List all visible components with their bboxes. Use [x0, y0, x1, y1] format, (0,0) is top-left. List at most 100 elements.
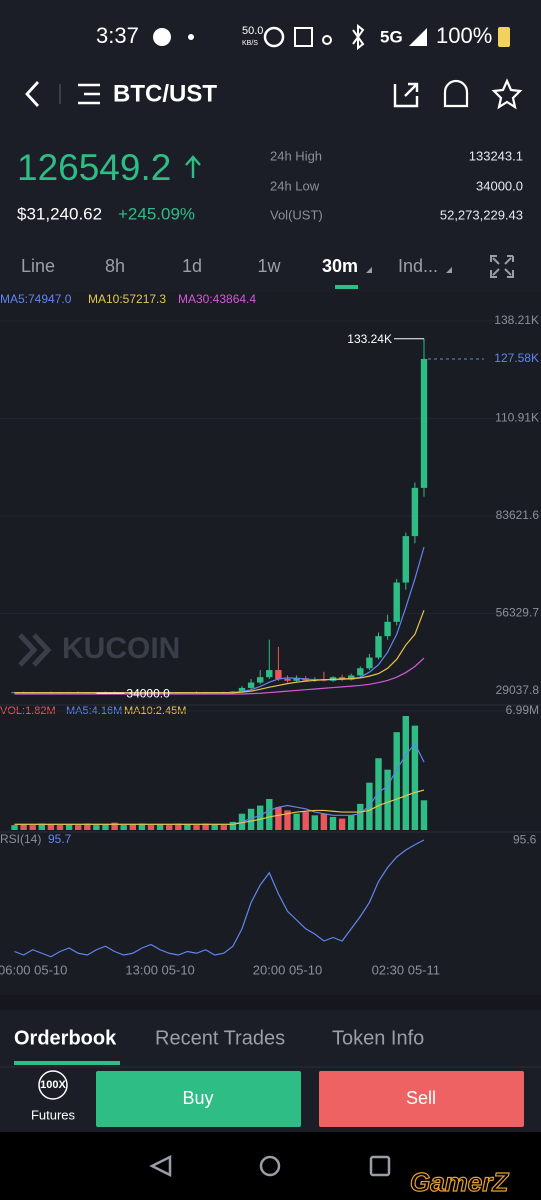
dropdown-icon [366, 267, 372, 273]
ma-legend: MA10:57217.3 [88, 292, 166, 306]
separator [0, 995, 541, 1010]
futures-badge[interactable]: 100X [40, 1079, 66, 1091]
price-change: +245.09% [118, 204, 195, 223]
bottom-tab-underline [14, 1061, 120, 1065]
volume-bar [93, 825, 100, 830]
rsi-legend: RSI(14) [0, 832, 41, 846]
volume-bar [420, 800, 428, 830]
indicator-tab[interactable]: Ind... [398, 256, 438, 276]
high-value: 133243.1 [469, 148, 523, 163]
volume-bar [384, 769, 391, 830]
y-tick-label: 83621.6 [496, 508, 540, 522]
volume-bar [65, 824, 73, 830]
fullscreen-button[interactable] [490, 255, 514, 278]
volume-bar [348, 815, 355, 830]
volume-bar [311, 815, 318, 830]
nav-recents[interactable] [369, 1155, 391, 1177]
candle-body [257, 677, 264, 683]
volume-bar [284, 810, 291, 830]
chart-area [0, 292, 541, 995]
favorite-button[interactable] [491, 78, 523, 110]
volume-bar [166, 825, 173, 830]
rsi-tick-label: 95.6 [513, 832, 537, 846]
buy-button[interactable] [96, 1071, 301, 1127]
bottom-tab[interactable]: Token Info [332, 1027, 424, 1049]
share-button[interactable] [393, 82, 419, 108]
bottom-tab[interactable]: Recent Trades [155, 1027, 285, 1049]
alarm-icon [263, 26, 285, 48]
interval-tab[interactable]: 1w [257, 256, 281, 276]
nav-home[interactable] [259, 1155, 281, 1177]
volume-bar [247, 808, 255, 830]
bottom-tab-active[interactable]: Orderbook [14, 1027, 117, 1049]
active-tab-underline [335, 285, 358, 289]
last-price-label: 127.58K [494, 351, 539, 365]
status-speed: 50.0 [242, 25, 263, 37]
volume-bar [366, 782, 373, 830]
last-price: 126549.2 [17, 147, 171, 188]
interval-tab-active[interactable]: 30m [322, 256, 358, 276]
volume-bar [320, 813, 328, 830]
volume-bar [120, 825, 127, 830]
sell-button[interactable] [319, 1071, 524, 1127]
status-battery: 100% [436, 23, 492, 48]
candle-body [247, 682, 255, 688]
status-network: 5G [380, 27, 403, 46]
pair-title[interactable]: BTC/UST [113, 80, 217, 107]
low-value: 34000.0 [476, 178, 523, 193]
volume-bar [266, 799, 273, 830]
rsi-value: 95.7 [48, 832, 72, 846]
futures-icon[interactable] [38, 1070, 68, 1100]
volume-bar [411, 725, 419, 830]
y-tick-label: 110.91K [495, 411, 539, 425]
x-tick-label: 02:30 05-11 [372, 962, 440, 977]
volume-bar [193, 825, 200, 830]
volume-bar [211, 824, 218, 830]
battery-icon [498, 27, 510, 47]
volume-bar [29, 825, 36, 830]
volume-bar [338, 818, 346, 830]
candle-body [284, 678, 291, 681]
alert-button[interactable] [443, 79, 469, 108]
status-speed-unit: KB/S [242, 40, 258, 47]
interval-tab[interactable]: 8h [105, 256, 125, 276]
watermark-icon [18, 633, 52, 667]
candle-body [375, 636, 382, 658]
volume-bar [202, 823, 209, 830]
watermark-logo: KUCOIN [62, 632, 180, 665]
candle-body [357, 668, 364, 676]
interval-tab[interactable]: Line [21, 256, 55, 276]
volume-bar [175, 823, 182, 830]
candle-body [420, 358, 428, 488]
volume-bar [111, 822, 118, 830]
volume-bar [156, 824, 164, 830]
candle-body [366, 657, 373, 669]
volume-bar [11, 825, 18, 830]
candle-body [411, 487, 419, 537]
candle-body [238, 687, 246, 692]
nav-back[interactable] [149, 1154, 172, 1178]
candle-body [402, 536, 409, 583]
y-tick-label: 56329.7 [496, 606, 540, 620]
candle-body [348, 675, 355, 680]
back-button[interactable] [25, 81, 40, 107]
volume-bar [129, 824, 136, 830]
candle-body [293, 678, 300, 681]
buy-label[interactable]: Buy [182, 1088, 213, 1108]
volume-bar [402, 716, 409, 830]
volume-label: Vol(UST) [270, 207, 323, 222]
volume-bar [102, 824, 109, 830]
menu-button[interactable] [78, 83, 100, 105]
facebook-icon [153, 28, 171, 46]
x-tick-label: 06:00 05-10 [0, 962, 67, 977]
volume-bar [375, 758, 382, 830]
bluetooth-icon [352, 23, 365, 51]
interval-tab[interactable]: 1d [182, 256, 202, 276]
volume-bar [75, 825, 82, 830]
max-label: 133.24K [347, 332, 392, 346]
sell-label[interactable]: Sell [406, 1088, 436, 1108]
volume-bar [20, 824, 27, 830]
volume-bar [84, 823, 91, 830]
volume-bar [229, 821, 237, 830]
futures-label[interactable]: Futures [31, 1107, 76, 1122]
